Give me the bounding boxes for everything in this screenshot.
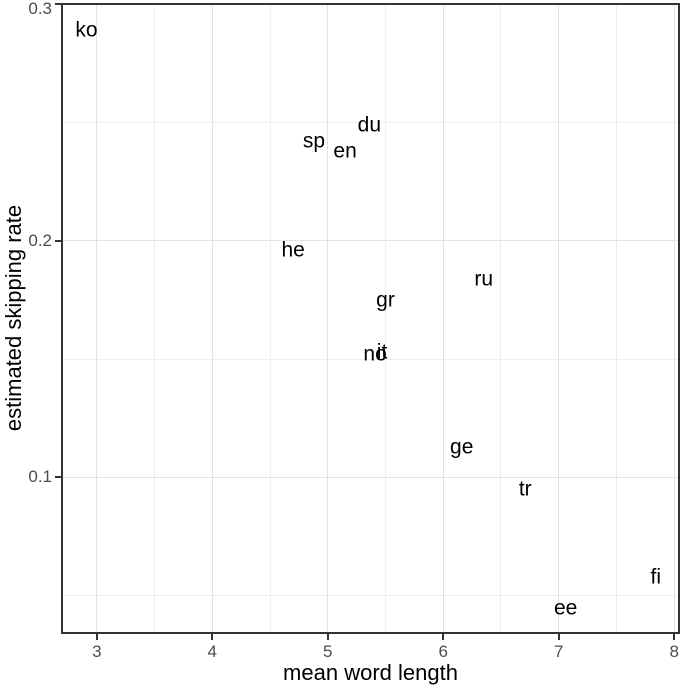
y-tick-label: 0.3 [28, 0, 52, 18]
point-label-fi: fi [650, 565, 661, 589]
y-tick-label: 0.2 [28, 230, 52, 250]
x-tick-mark [95, 634, 98, 640]
major-gridline-x [211, 3, 213, 634]
minor-gridline-x [500, 3, 502, 634]
point-label-ee: ee [553, 596, 578, 619]
x-tick-label: 4 [207, 642, 218, 661]
x-tick-mark [442, 634, 445, 640]
minor-gridline-x [385, 3, 386, 634]
y-tick-mark [55, 239, 61, 242]
x-tick-mark [673, 634, 676, 640]
minor-gridline-y [61, 595, 680, 597]
major-gridline-x [96, 3, 98, 634]
x-tick-mark [211, 634, 214, 640]
plot-panel: ko sp du en he ru gr it no ge tr fi ee [61, 3, 680, 634]
point-label-en: en [333, 139, 357, 163]
minor-gridline-x [615, 3, 617, 634]
x-tick-mark [557, 634, 560, 640]
x-tick-mark [326, 634, 329, 640]
point-label-du: du [357, 113, 382, 137]
point-label-tr: tr [518, 477, 532, 501]
major-gridline-y [61, 240, 680, 242]
point-label-he: he [281, 238, 305, 262]
x-axis-title: mean word length [283, 660, 458, 685]
y-tick-mark [55, 3, 61, 6]
x-tick-label: 3 [92, 642, 102, 661]
x-tick-label: 5 [323, 642, 333, 661]
minor-gridline-y [61, 358, 680, 360]
minor-gridline-y [61, 121, 680, 123]
point-label-ru: ru [474, 267, 494, 291]
minor-gridline-x [269, 3, 271, 634]
y-axis-title: estimated skipping rate [1, 204, 26, 432]
major-gridline-x [558, 3, 560, 634]
x-tick-label: 8 [669, 642, 679, 661]
major-gridline-x [442, 3, 444, 634]
point-label-ge: ge [450, 435, 474, 459]
major-gridline-x [327, 3, 329, 634]
major-gridline-x [673, 3, 675, 634]
minor-gridline-x [154, 3, 156, 634]
x-tick-label: 6 [438, 642, 448, 661]
major-gridline-y [61, 3, 680, 5]
y-tick-label: 0.1 [28, 467, 52, 487]
point-label-sp: sp [302, 129, 325, 153]
point-label-no: no [363, 342, 387, 366]
x-tick-label: 7 [554, 642, 564, 661]
point-label-it: it [376, 340, 388, 364]
major-gridline-y [61, 476, 680, 478]
point-label-gr: gr [376, 288, 395, 312]
point-label-ko: ko [75, 18, 98, 42]
y-tick-mark [55, 476, 61, 479]
